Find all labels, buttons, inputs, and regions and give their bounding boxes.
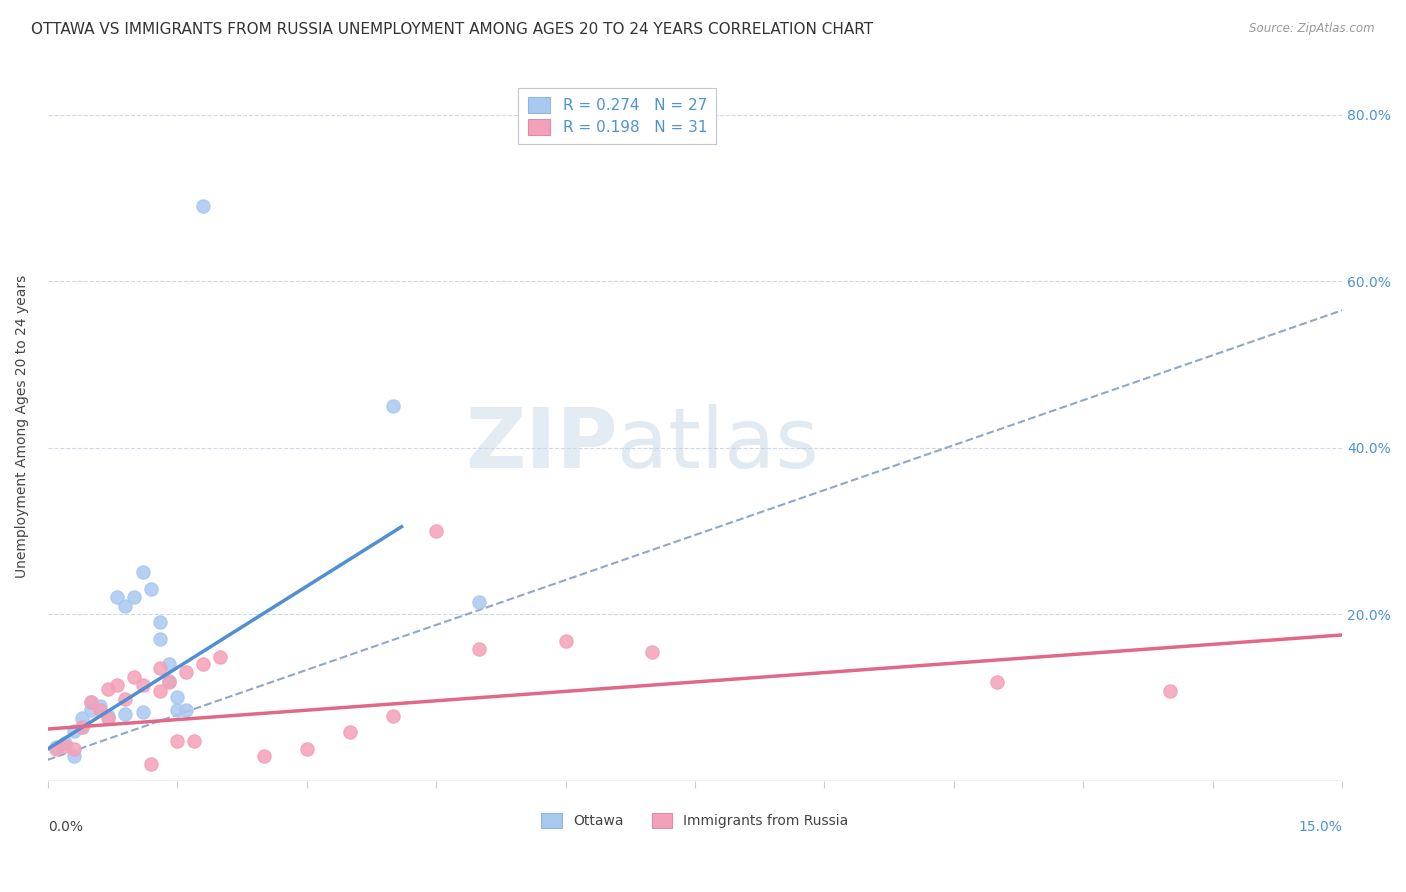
Point [80, 694, 103, 708]
Point [62, 723, 84, 738]
Point [45, 742, 67, 756]
Point [166, 703, 188, 717]
Point [425, 524, 447, 538]
Point [97, 681, 120, 696]
Point [468, 594, 491, 608]
Point [149, 632, 172, 646]
Point [381, 399, 404, 413]
Point [191, 657, 214, 671]
Point [114, 692, 136, 706]
Point [122, 591, 145, 605]
Point [122, 669, 145, 683]
Point [986, 675, 1008, 690]
Point [114, 706, 136, 721]
Point [131, 566, 153, 580]
Point [295, 742, 318, 756]
Point [62, 742, 84, 756]
Point [97, 711, 120, 725]
Point [174, 703, 197, 717]
Point [149, 615, 172, 630]
Point [89, 703, 111, 717]
Y-axis label: Unemployment Among Ages 20 to 24 years: Unemployment Among Ages 20 to 24 years [15, 275, 30, 578]
Point [157, 675, 180, 690]
Point [80, 703, 103, 717]
Point [209, 650, 232, 665]
Point [53, 739, 76, 753]
Point [105, 591, 128, 605]
Text: 15.0%: 15.0% [1298, 820, 1343, 833]
Point [166, 690, 188, 705]
Point [641, 644, 664, 658]
Point [339, 725, 361, 739]
Point [53, 736, 76, 750]
Point [141, 582, 163, 596]
Point [1159, 683, 1181, 698]
Point [149, 661, 172, 675]
Point [149, 683, 172, 698]
Legend: Ottawa, Immigrants from Russia: Ottawa, Immigrants from Russia [536, 808, 855, 834]
Point [166, 733, 188, 747]
Point [183, 733, 205, 747]
Point [157, 673, 180, 688]
Point [97, 708, 120, 723]
Point [105, 678, 128, 692]
Point [141, 756, 163, 771]
Point [252, 748, 274, 763]
Point [72, 719, 94, 733]
Text: Source: ZipAtlas.com: Source: ZipAtlas.com [1250, 22, 1375, 36]
Point [381, 708, 404, 723]
Text: 0.0%: 0.0% [48, 820, 83, 833]
Point [191, 199, 214, 213]
Point [131, 678, 153, 692]
Point [72, 711, 94, 725]
Point [62, 748, 84, 763]
Point [554, 633, 576, 648]
Text: OTTAWA VS IMMIGRANTS FROM RUSSIA UNEMPLOYMENT AMONG AGES 20 TO 24 YEARS CORRELAT: OTTAWA VS IMMIGRANTS FROM RUSSIA UNEMPLO… [31, 22, 873, 37]
Point [45, 740, 67, 755]
Point [468, 642, 491, 657]
Point [174, 665, 197, 680]
Text: ZIP: ZIP [465, 404, 617, 485]
Point [114, 599, 136, 613]
Point [80, 694, 103, 708]
Point [131, 706, 153, 720]
Text: atlas: atlas [617, 404, 820, 485]
Point [89, 698, 111, 713]
Point [157, 657, 180, 671]
Point [72, 719, 94, 733]
